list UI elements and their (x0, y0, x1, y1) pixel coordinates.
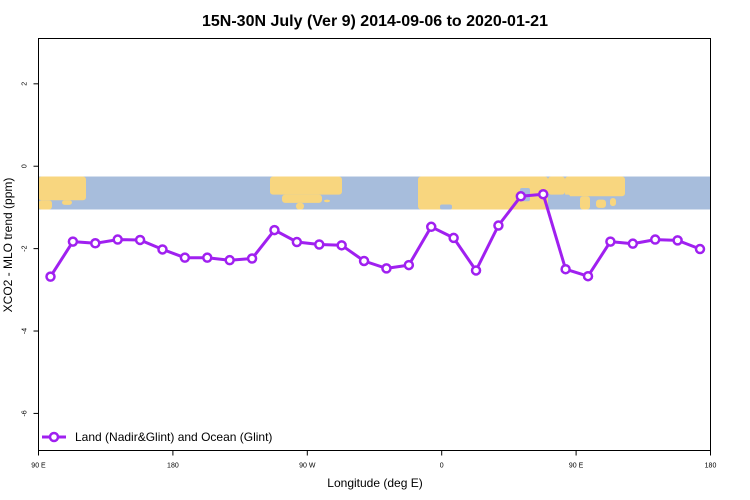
map-land-9 (565, 176, 625, 197)
plot-frame (38, 38, 711, 451)
data-point (336, 240, 347, 251)
data-point (381, 263, 392, 274)
series-layer (45, 188, 706, 282)
data-point (90, 238, 101, 249)
data-point (179, 252, 191, 263)
legend-marker-swatch (48, 431, 60, 443)
data-point (134, 234, 146, 246)
y-tick-label: 2 (22, 82, 29, 86)
data-point (694, 243, 706, 255)
x-axis-label: Longitude (deg E) (327, 476, 422, 490)
world-map-strip (38, 176, 711, 210)
chart-title: 15N-30N July (Ver 9) 2014-09-06 to 2020-… (202, 13, 548, 30)
data-point (45, 271, 56, 282)
data-point (493, 220, 504, 231)
data-point (67, 236, 79, 247)
data-point (649, 234, 661, 245)
y-tick-label: -2 (22, 245, 29, 251)
data-point (403, 259, 415, 271)
data-point (112, 234, 123, 245)
data-point (425, 221, 437, 233)
map-land-11 (596, 199, 606, 208)
data-point (314, 239, 325, 250)
data-point (157, 244, 168, 255)
x-tick-label: 180 (167, 463, 179, 470)
legend: Land (Nadir&Glint) and Ocean (Glint) (42, 430, 272, 444)
map-land-4 (282, 194, 322, 203)
data-point (202, 252, 213, 263)
x-tick-label: 0 (440, 463, 444, 470)
map-water-2 (440, 204, 452, 210)
x-axis: 90 E 180 90 W 0 90 E 180 (31, 450, 717, 470)
map-land-10 (580, 196, 590, 210)
x-tick-label: 90 E (31, 463, 46, 470)
data-point (537, 188, 549, 200)
data-point (291, 236, 303, 248)
map-land-2 (62, 200, 72, 205)
map-land-3 (270, 176, 342, 195)
data-point (582, 270, 594, 282)
map-land-12 (610, 197, 616, 207)
x-tick-label: 180 (705, 463, 717, 470)
data-point (605, 236, 616, 247)
y-axis: 2 0 -2 -4 -6 (22, 82, 39, 417)
data-point (448, 232, 459, 244)
data-point (358, 255, 370, 267)
y-axis-label: XCO2 - MLO trend (ppm) (1, 178, 15, 313)
x-tick-label: 90 W (299, 463, 316, 470)
data-point (515, 191, 527, 202)
data-point (269, 224, 280, 236)
map-land-5 (296, 202, 304, 210)
data-point (246, 253, 258, 264)
x-tick-label: 90 E (569, 463, 584, 470)
y-tick-label: -4 (22, 328, 29, 334)
map-water-1 (560, 194, 570, 210)
y-tick-label: -6 (22, 410, 29, 416)
map-land-8 (548, 176, 565, 195)
data-point (470, 265, 482, 276)
legend-label: Land (Nadir&Glint) and Ocean (Glint) (75, 430, 272, 444)
map-land-0 (38, 176, 86, 201)
data-point (560, 263, 571, 275)
y-tick-label: 0 (22, 164, 29, 168)
map-land-6 (324, 199, 330, 203)
data-point (672, 235, 683, 246)
data-point (224, 254, 235, 266)
data-point (627, 238, 639, 249)
map-land-1 (38, 200, 52, 210)
